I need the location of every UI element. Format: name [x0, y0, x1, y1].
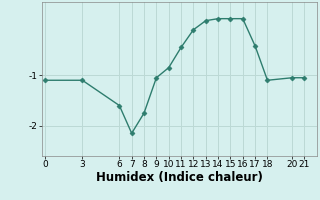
X-axis label: Humidex (Indice chaleur): Humidex (Indice chaleur)	[96, 171, 263, 184]
